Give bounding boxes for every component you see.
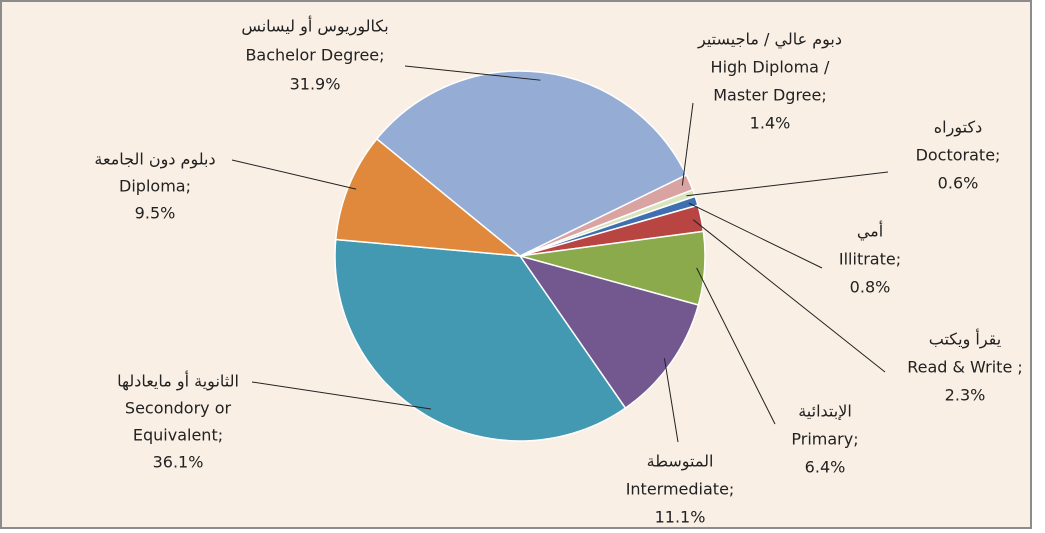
- leader-line: [251, 381, 432, 410]
- data-label: 36.1%: [153, 453, 204, 472]
- label-arabic: دبوم عالي / ماجيستير: [697, 30, 842, 50]
- label-arabic: دبلوم دون الجامعة: [94, 150, 215, 170]
- leader-line: [663, 358, 679, 443]
- label-arabic: دكتوراه: [934, 118, 982, 138]
- leader-line: [681, 102, 694, 186]
- label-english: High Diploma /: [711, 58, 830, 77]
- label-arabic: يقرأ ويكتب: [929, 329, 1001, 350]
- data-label: 9.5%: [135, 204, 176, 223]
- label-arabic: المتوسطة: [647, 452, 714, 472]
- label-arabic: بكالوريوس أو ليسانس: [241, 16, 388, 37]
- data-label: 11.1%: [655, 508, 706, 527]
- data-label: 0.6%: [938, 174, 979, 193]
- pie-slice: [334, 137, 523, 257]
- label-english: Primary;: [791, 430, 858, 449]
- pie-slice: [334, 238, 627, 442]
- leader-line: [692, 219, 886, 373]
- label-english: Equivalent;: [133, 426, 223, 445]
- label-arabic: الثانوية أو مايعادلها: [117, 371, 239, 392]
- data-label: 0.8%: [850, 278, 891, 297]
- leader-line: [404, 65, 541, 81]
- pie-slice: [518, 254, 700, 410]
- label-english: Illitrate;: [839, 250, 901, 269]
- label-arabic: أمي: [857, 221, 883, 242]
- data-label: 6.4%: [805, 458, 846, 477]
- label-english: Diploma;: [119, 177, 191, 196]
- label-english: Secondory or: [125, 399, 232, 418]
- data-label: 1.4%: [750, 114, 791, 133]
- label-english: Read & Write ;: [907, 358, 1023, 377]
- leader-line: [231, 159, 357, 190]
- leader-line: [686, 171, 889, 197]
- label-arabic: الإبتدائية: [798, 402, 852, 421]
- leader-line: [696, 267, 776, 425]
- data-label: 2.3%: [945, 386, 986, 405]
- leader-line: [688, 202, 823, 269]
- label-english: Bachelor Degree;: [245, 46, 384, 65]
- data-label: 31.9%: [290, 75, 341, 94]
- label-english: Intermediate;: [626, 480, 735, 499]
- pie-slice: [375, 70, 688, 257]
- label-english: Doctorate;: [916, 146, 1001, 165]
- label-english: Master Dgree;: [713, 86, 827, 105]
